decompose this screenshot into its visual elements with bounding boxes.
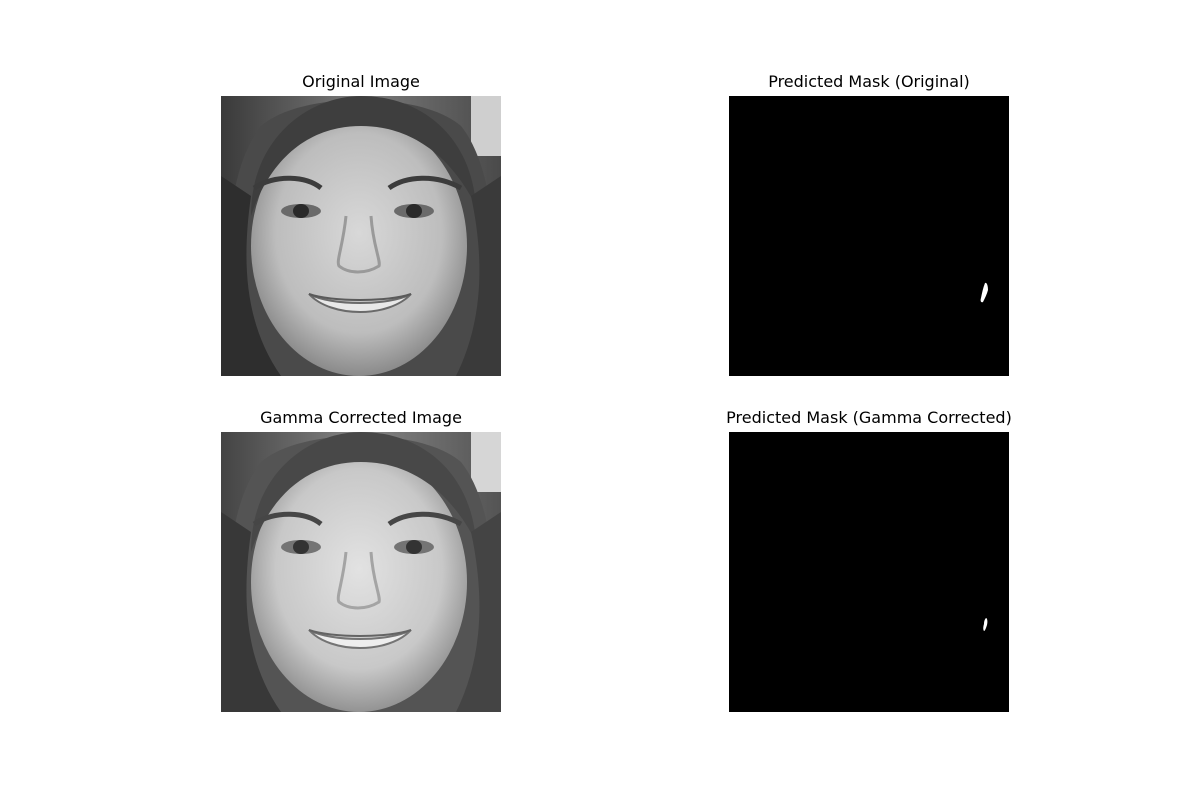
- panel-title-predicted-mask-gamma-corrected: Predicted Mask (Gamma Corrected): [669, 408, 1069, 428]
- panel-title-predicted-mask-original: Predicted Mask (Original): [669, 72, 1069, 92]
- panel-title-gamma-corrected-image: Gamma Corrected Image: [161, 408, 561, 428]
- predicted-mask-gamma-corrected-image: [729, 432, 1009, 712]
- gamma-corrected-face-image: [221, 432, 501, 712]
- predicted-mask-original-image: [729, 96, 1009, 376]
- panel-title-original-image: Original Image: [161, 72, 561, 92]
- original-face-image: [221, 96, 501, 376]
